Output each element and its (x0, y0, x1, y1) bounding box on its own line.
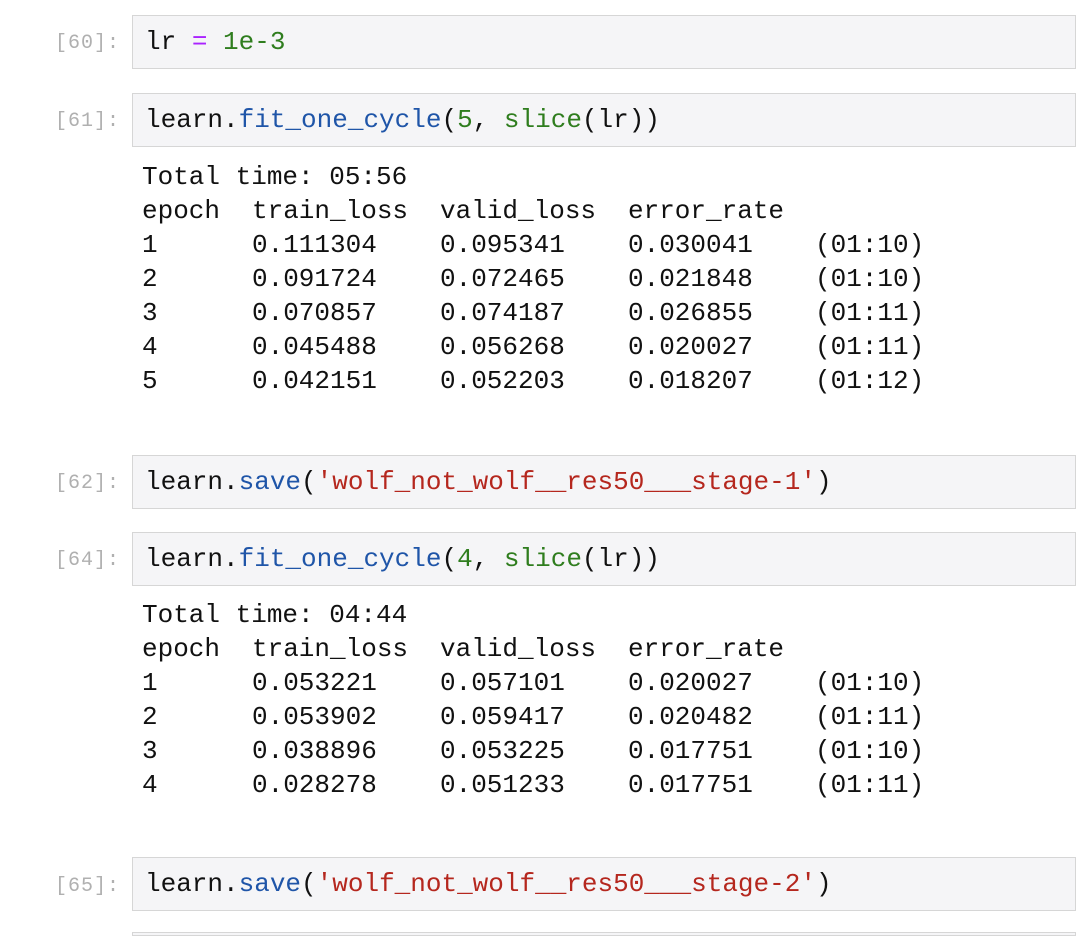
table-header: error_rate (628, 196, 785, 226)
table-cell: (01:10) (815, 264, 925, 294)
code-function: save (238, 467, 302, 497)
table-cell: 0.017751 (628, 736, 753, 766)
table-header: epoch (142, 196, 221, 226)
table-cell: 0.059417 (440, 702, 565, 732)
table-cell: (01:11) (815, 702, 925, 732)
code-function: fit_one_cycle (238, 544, 442, 574)
code-paren: ( (441, 105, 458, 135)
table-cell: 0.045488 (252, 332, 377, 362)
code-operator: = (191, 27, 208, 57)
cell-prompt: [61]: (54, 110, 120, 133)
table-cell: 3 (142, 298, 158, 328)
cell-prompt: [60]: (54, 32, 120, 55)
code-string: 'wolf_not_wolf__res50___stage-2' (316, 869, 816, 899)
table-cell: 0.026855 (628, 298, 753, 328)
code-builtin: slice (503, 105, 582, 135)
code-obj: learn. (145, 544, 239, 574)
table-header: valid_loss (440, 196, 597, 226)
code-number: 5 (457, 105, 473, 135)
table-cell: 0.111304 (252, 230, 377, 260)
table-cell: (01:11) (815, 332, 925, 362)
table-cell: 0.021848 (628, 264, 753, 294)
table-cell: (01:10) (815, 736, 925, 766)
code-cell-65[interactable]: learn.save('wolf_not_wolf__res50___stage… (132, 857, 1076, 911)
table-cell: (01:10) (815, 230, 925, 260)
table-cell: 0.028278 (252, 770, 377, 800)
table-cell: 0.074187 (440, 298, 565, 328)
code-paren: ) (815, 467, 832, 497)
code-cell-64[interactable]: learn.fit_one_cycle(4, slice(lr)) (132, 532, 1076, 586)
table-cell: 0.057101 (440, 668, 565, 698)
code-rest: (lr)) (581, 544, 660, 574)
table-cell: 5 (142, 366, 158, 396)
code-function: save (238, 869, 302, 899)
table-cell: 0.030041 (628, 230, 753, 260)
code-sep: , (472, 544, 504, 574)
total-time: Total time: 05:56 (142, 162, 408, 192)
table-cell: 1 (142, 668, 158, 698)
table-cell: 0.042151 (252, 366, 377, 396)
table-cell: 0.053225 (440, 736, 565, 766)
code-paren: ( (441, 544, 458, 574)
code-cell-60[interactable]: lr = 1e-3 (132, 15, 1076, 69)
table-cell: 0.070857 (252, 298, 377, 328)
table-cell: 0.038896 (252, 736, 377, 766)
code-cell-next[interactable] (132, 932, 1076, 936)
table-cell: 2 (142, 264, 158, 294)
table-cell: 0.018207 (628, 366, 753, 396)
cell-prompt: [64]: (54, 549, 120, 572)
table-cell: 0.095341 (440, 230, 565, 260)
table-cell: 0.051233 (440, 770, 565, 800)
table-cell: 2 (142, 702, 158, 732)
total-time: Total time: 04:44 (142, 600, 408, 630)
table-cell: 0.056268 (440, 332, 565, 362)
table-cell: 4 (142, 332, 158, 362)
table-cell: (01:11) (815, 298, 925, 328)
table-cell: 0.091724 (252, 264, 377, 294)
code-sep: , (472, 105, 504, 135)
table-header: train_loss (252, 634, 409, 664)
table-cell: 0.020027 (628, 332, 753, 362)
table-cell: 0.053902 (252, 702, 377, 732)
code-obj: learn. (145, 467, 239, 497)
table-cell: 0.053221 (252, 668, 377, 698)
code-rest: (lr)) (581, 105, 660, 135)
table-cell: (01:11) (815, 770, 925, 800)
code-var: lr (145, 27, 177, 57)
table-cell: (01:10) (815, 668, 925, 698)
cell-prompt: [62]: (54, 472, 120, 495)
code-obj: learn. (145, 105, 239, 135)
table-cell: 0.017751 (628, 770, 753, 800)
code-cell-61[interactable]: learn.fit_one_cycle(5, slice(lr)) (132, 93, 1076, 147)
table-cell: 3 (142, 736, 158, 766)
table-cell: (01:12) (815, 366, 925, 396)
code-paren: ( (301, 467, 317, 497)
code-number: 1e-3 (223, 27, 286, 57)
table-header: valid_loss (440, 634, 597, 664)
code-string: 'wolf_not_wolf__res50___stage-1' (316, 467, 816, 497)
table-header: epoch (142, 634, 221, 664)
code-obj: learn. (145, 869, 239, 899)
table-header: error_rate (628, 634, 785, 664)
table-cell: 0.020027 (628, 668, 753, 698)
table-cell: 0.072465 (440, 264, 565, 294)
code-number: 4 (457, 544, 473, 574)
code-function: fit_one_cycle (238, 105, 442, 135)
table-cell: 4 (142, 770, 158, 800)
cell-prompt: [65]: (54, 875, 120, 898)
code-paren: ) (815, 869, 832, 899)
table-cell: 1 (142, 230, 158, 260)
code-cell-62[interactable]: learn.save('wolf_not_wolf__res50___stage… (132, 455, 1076, 509)
table-header: train_loss (252, 196, 409, 226)
code-builtin: slice (503, 544, 582, 574)
table-cell: 0.020482 (628, 702, 753, 732)
table-cell: 0.052203 (440, 366, 565, 396)
code-paren: ( (301, 869, 317, 899)
